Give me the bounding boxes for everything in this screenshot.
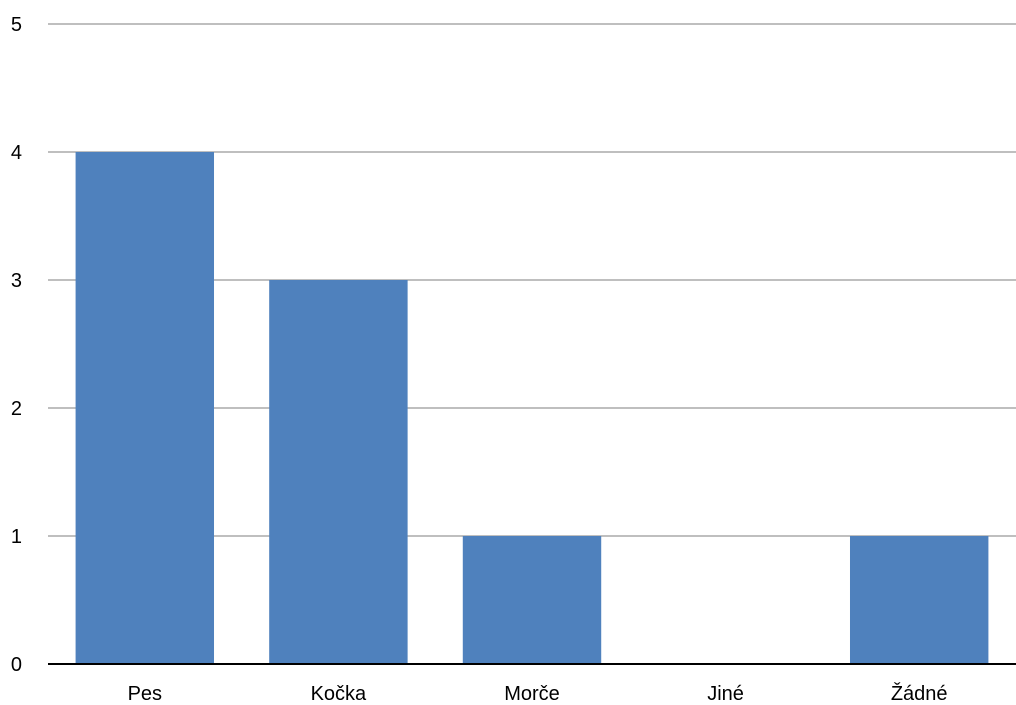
bar-1: [269, 280, 408, 664]
y-tick-label: 1: [11, 526, 22, 548]
y-tick-label: 5: [11, 14, 22, 36]
x-tick-labels: Pes Kočka Morče Jiné Žádné: [128, 682, 948, 705]
bar-4: [849, 536, 989, 664]
y-tick-label: 4: [11, 142, 22, 164]
x-tick-label: Žádné: [891, 682, 948, 705]
y-tick-labels: 0 1 2 3 4 5: [11, 14, 22, 676]
y-tick-label: 0: [11, 654, 22, 676]
x-tick-label: Pes: [128, 683, 162, 705]
bars: [75, 152, 989, 664]
x-tick-label: Kočka: [311, 683, 367, 705]
bar-0: [75, 152, 215, 664]
x-tick-label: Jiné: [707, 683, 744, 705]
x-tick-label: Morče: [504, 683, 560, 705]
y-tick-label: 2: [11, 398, 22, 420]
y-tick-label: 3: [11, 270, 22, 292]
bar-2: [462, 536, 602, 664]
